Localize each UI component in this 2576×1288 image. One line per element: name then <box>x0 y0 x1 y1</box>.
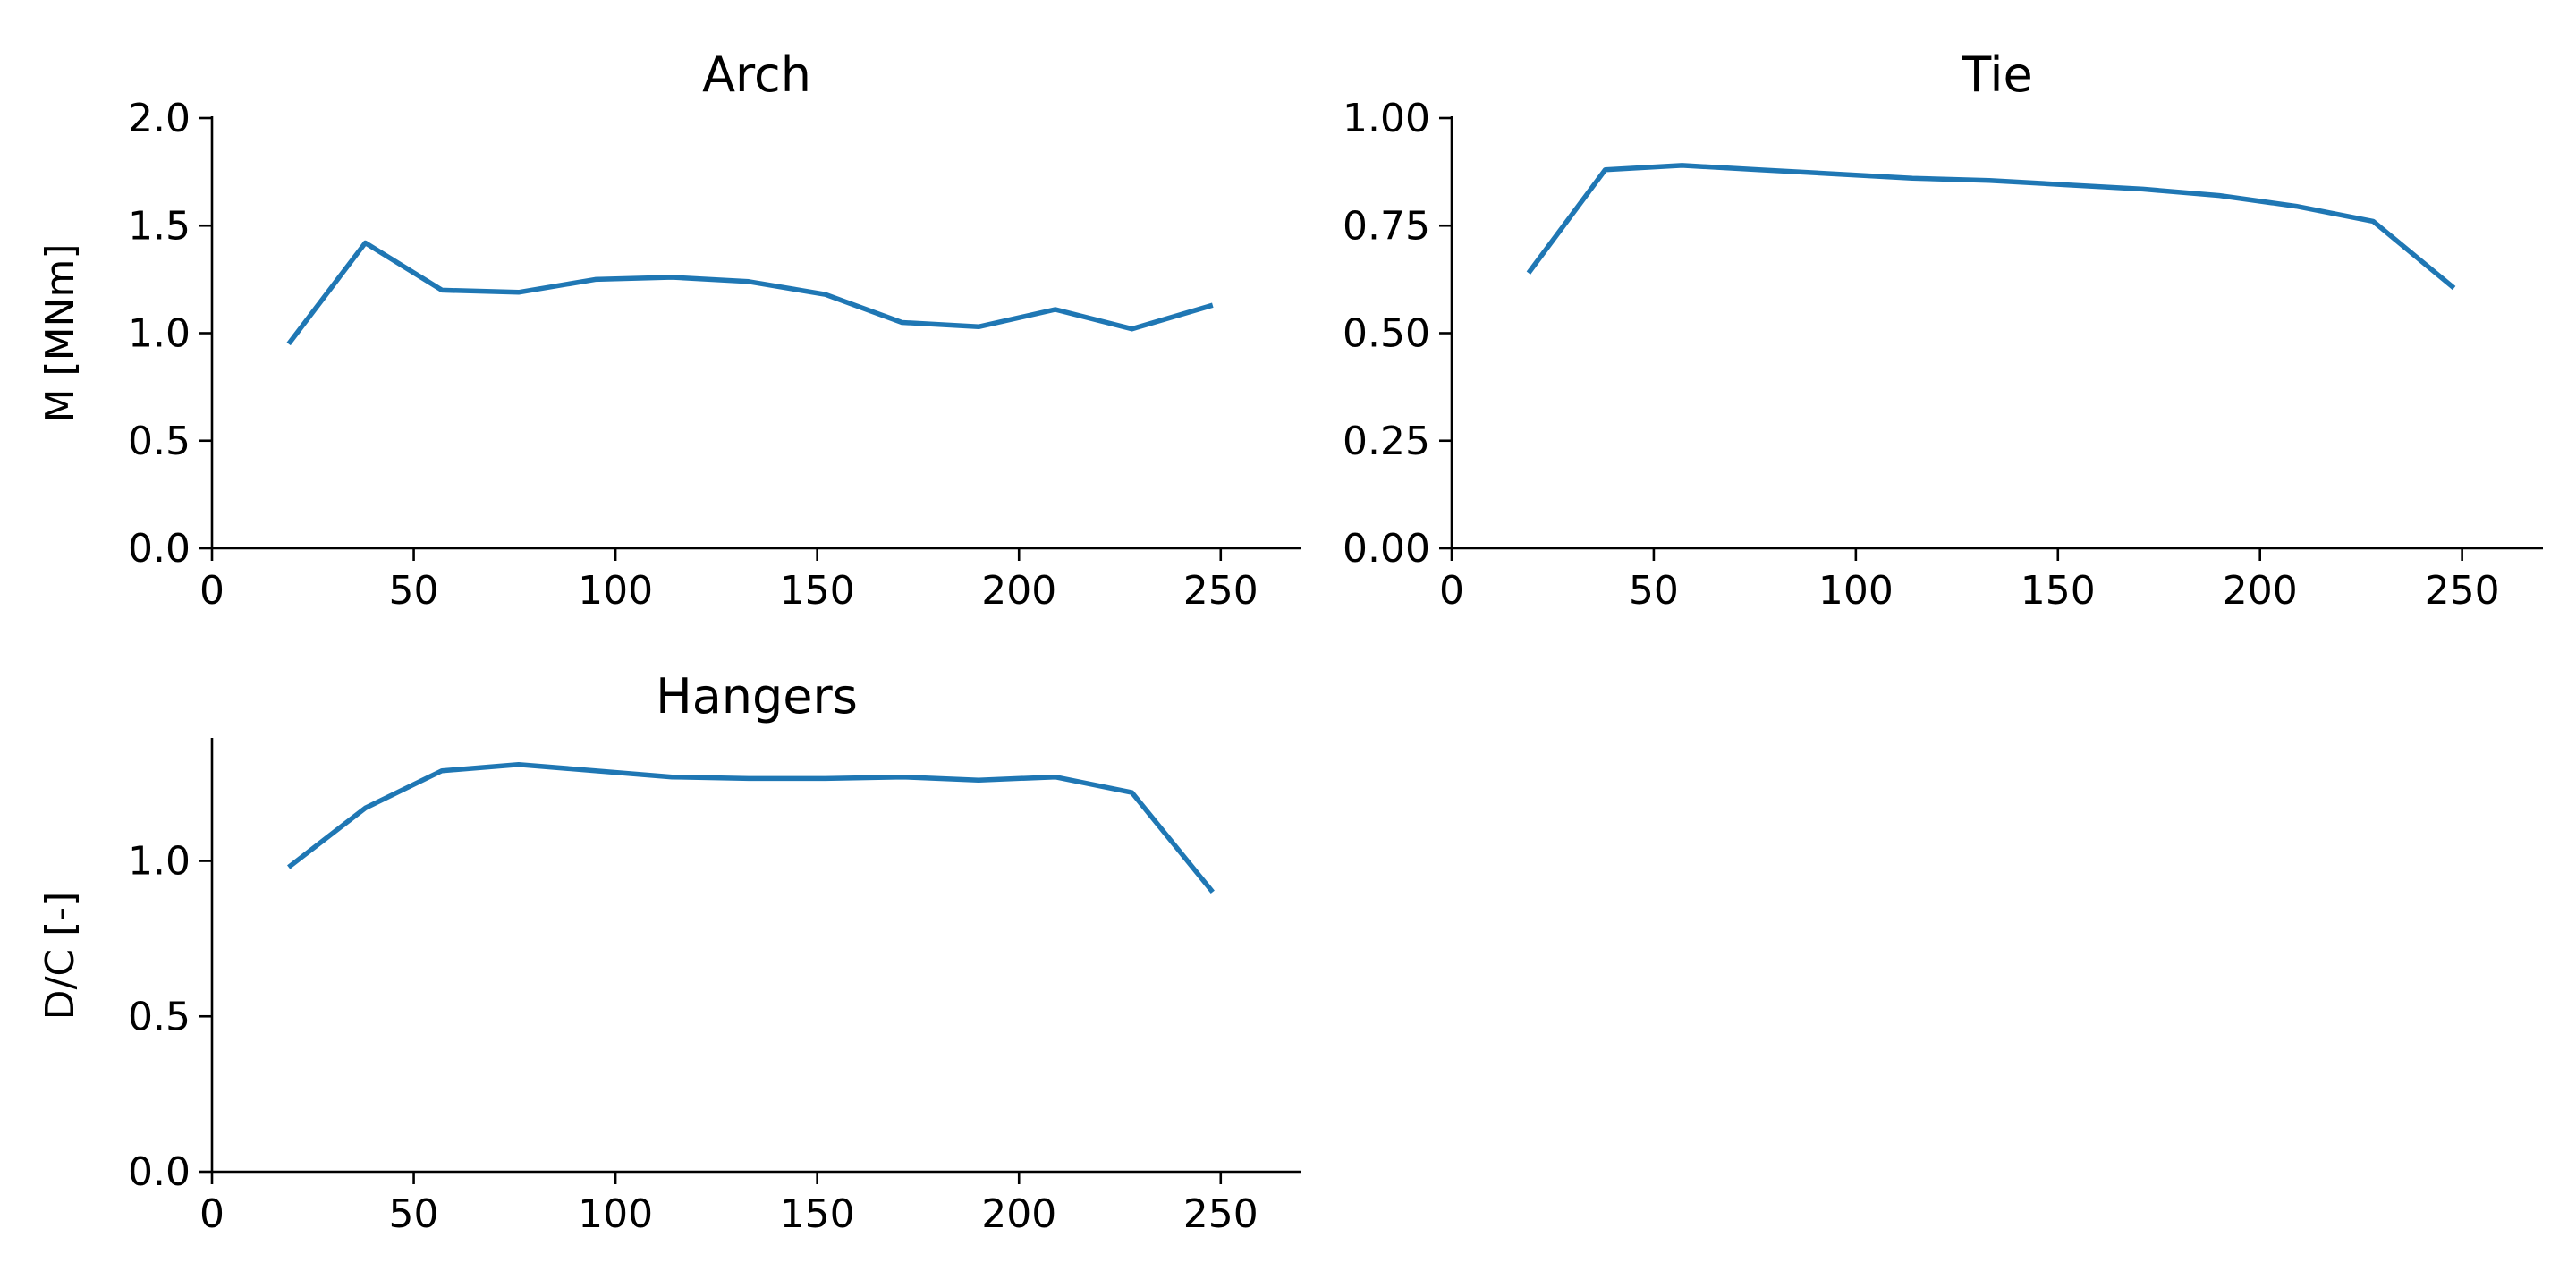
subplots: Arch M [MNm] 0 50 100 150 200 250 0.0 0.5 1.0 1.5 2.… <box>38 47 2543 1237</box>
y-tick-label: 0.75 <box>1343 203 1430 249</box>
y-tick-label: 0.25 <box>1343 419 1430 464</box>
y-tick-label: 0.0 <box>128 526 191 572</box>
x-tick-label: 150 <box>780 568 855 614</box>
x-tick-label: 200 <box>981 568 1056 614</box>
subplot-title: Tie <box>1961 47 2033 103</box>
x-tick-label: 250 <box>1183 1191 1258 1237</box>
series-line <box>1526 163 2456 291</box>
subplot-title: Hangers <box>656 668 858 724</box>
x-tick-label: 0 <box>1439 568 1464 614</box>
y-tick-label: 0.0 <box>128 1149 191 1195</box>
x-tick-label: 0 <box>199 1191 225 1237</box>
x-tick-label: 250 <box>1183 568 1258 614</box>
y-tick-label: 2.0 <box>128 96 191 141</box>
x-tick-label: 100 <box>578 568 653 614</box>
series-line <box>286 240 1214 346</box>
series-line <box>287 762 1215 894</box>
x-tick-label: 50 <box>389 568 439 614</box>
y-tick-label: 0.50 <box>1343 311 1430 357</box>
y-tick-label: 1.5 <box>128 203 191 249</box>
y-tick-label: 0.5 <box>128 419 191 464</box>
subplot-1: Tie 0 50 100 150 200 250 0.00 0.25 0.50 0.75 1.00 <box>1343 47 2543 614</box>
y-axis-label: M [MNm] <box>38 243 83 422</box>
x-tick-label: 50 <box>389 1191 439 1237</box>
x-tick-label: 150 <box>780 1191 855 1237</box>
subplot-0: Arch M [MNm] 0 50 100 150 200 250 0.0 0.5 1.0 1.5 2.… <box>38 47 1301 614</box>
x-tick-label: 250 <box>2425 568 2500 614</box>
x-tick-label: 200 <box>981 1191 1056 1237</box>
x-tick-label: 0 <box>199 568 225 614</box>
y-tick-label: 0.5 <box>128 994 191 1039</box>
x-tick-label: 150 <box>2021 568 2096 614</box>
x-tick-label: 100 <box>1818 568 1894 614</box>
subplot-2: Hangers D/C [-] 0 50 100 150 200 250 0.0 0.5 1.0 <box>38 668 1301 1237</box>
x-tick-label: 50 <box>1629 568 1679 614</box>
y-tick-label: 1.00 <box>1343 96 1430 141</box>
y-tick-label: 0.00 <box>1343 526 1430 572</box>
subplot-title: Arch <box>702 47 811 103</box>
x-tick-label: 200 <box>2223 568 2298 614</box>
x-tick-label: 100 <box>578 1191 653 1237</box>
y-axis-label: D/C [-] <box>38 892 83 1021</box>
y-tick-label: 1.0 <box>128 839 191 885</box>
y-tick-label: 1.0 <box>128 311 191 357</box>
